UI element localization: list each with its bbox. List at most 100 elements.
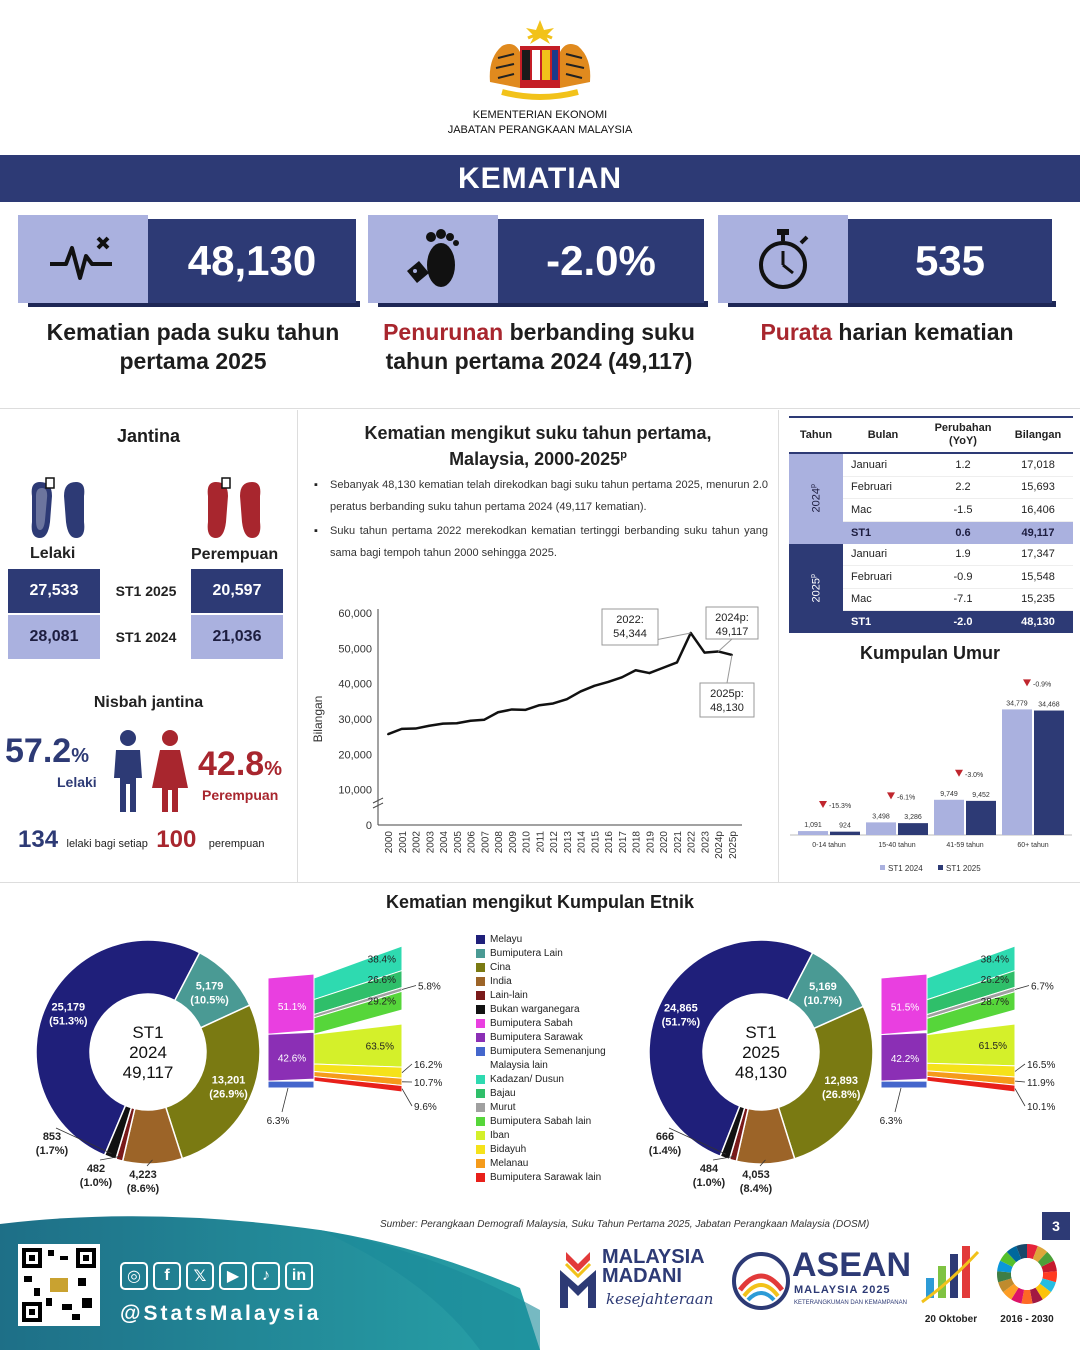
gender-title: Jantina <box>116 426 181 446</box>
data-point <box>387 733 389 736</box>
callout-leader <box>726 654 733 684</box>
y-tick-label: 20,000 <box>338 749 372 761</box>
data-point <box>579 690 582 693</box>
slice-value-label: 484 <box>700 1163 719 1175</box>
slice-leader <box>99 1155 121 1161</box>
social-icons: ◎ f 𝕏 ▶ ♪ in <box>120 1262 313 1290</box>
linkedin-icon[interactable]: in <box>285 1262 313 1290</box>
year-sup: p <box>809 574 817 578</box>
y-tick-label: 60,000 <box>338 608 372 620</box>
month-cell: Februari <box>851 481 892 494</box>
ministry-line-1: KEMENTERIAN EKONOMI <box>472 109 608 121</box>
data-point <box>703 651 706 654</box>
page-title: KEMATIAN <box>0 155 1080 202</box>
ethnic-legend: Melayu Bumiputera Lain Cina India Lain-lain B… <box>476 933 616 1185</box>
legend-swatch <box>476 1075 485 1084</box>
x-tick-label: 2001 <box>398 831 409 854</box>
male-female-figures-icon <box>108 728 192 819</box>
legend-item: Murut <box>476 1101 616 1115</box>
legend-label: Bumiputera Sarawak lain <box>490 1172 602 1183</box>
callout-label: 2025p: <box>710 688 744 700</box>
kpi-desc-daily-text: harian kematian <box>838 319 1014 345</box>
sub-slice-label: 9.6% <box>414 1102 437 1113</box>
col-header-change: Perubahan (YoY) <box>934 422 992 447</box>
asean-line-3: KETERANGKUMAN DAN KEMAMPANAN <box>794 1300 907 1306</box>
table-row: Mac -1.5 16,406 <box>843 499 1073 522</box>
table-group: 2025p Januari 1.9 17,347 Februari -0.9 1… <box>789 543 1073 633</box>
legend-label: Kadazan/ Dusun <box>490 1074 564 1085</box>
count-cell: 48,130 <box>1021 616 1055 628</box>
slice-leader <box>712 1156 734 1161</box>
table-body: 2024p Januari 1.2 17,018 Februari 2.2 15… <box>789 454 1073 633</box>
instagram-icon[interactable]: ◎ <box>120 1262 148 1290</box>
youtube-icon[interactable]: ▶ <box>219 1262 247 1290</box>
down-arrow-icon <box>819 801 827 809</box>
x-icon[interactable]: 𝕏 <box>186 1262 214 1290</box>
slice-pct-label: (10.7%) <box>804 995 843 1007</box>
month-cell: ST1 <box>851 526 872 539</box>
donut-slice <box>719 1105 746 1161</box>
ratio-title: Nisbah jantina <box>93 694 204 711</box>
legend-label: Lain-lain <box>490 990 528 1001</box>
coat-of-arms-logo <box>484 18 596 104</box>
kpi-desc-daily-highlight: Purata <box>760 319 833 345</box>
callout-label: 2022: <box>616 614 644 626</box>
slice-leader <box>759 1159 766 1167</box>
bullet-text: Suku tahun pertama 2022 merekodkan kemat… <box>330 525 768 559</box>
sdg-segment <box>1035 1283 1051 1300</box>
sub-slice-leader <box>401 985 417 990</box>
ratio-statement: 134 lelaki bagi setiap 100 perempuan <box>18 826 264 854</box>
legend-item: Bumiputera Lain <box>476 947 616 961</box>
ratio-female-word: perempuan <box>208 838 265 850</box>
slice-pct-label: (10.5%) <box>190 994 229 1006</box>
callout-value: 48,130 <box>710 702 744 714</box>
legend-swatch <box>476 1005 485 1014</box>
legend-swatch <box>476 1173 485 1182</box>
social-handle[interactable]: @StatsMalaysia <box>120 1302 322 1325</box>
sdg-years: 2016 - 2030 <box>1000 1314 1054 1325</box>
sdg-segment <box>1032 1246 1048 1263</box>
sdg-segment <box>1027 1244 1038 1260</box>
female-pct-value: 42.8 <box>198 745 265 783</box>
x-tick-label: 2009 <box>508 831 519 854</box>
table-row: Januari 1.2 17,018 <box>843 454 1073 477</box>
period-label-2024: ST1 2024 <box>115 629 177 645</box>
madani-line-2: MADANI <box>602 1265 682 1287</box>
asean-line-2: MALAYSIA 2025 <box>794 1284 891 1296</box>
data-point <box>565 698 568 701</box>
legend-label: Cina <box>490 962 511 973</box>
source-note: Sumber: Perangkaan Demografi Malaysia, S… <box>380 1219 870 1230</box>
kpi-value-change: -2.0% <box>498 219 704 303</box>
ratio-text: lelaki bagi setiap <box>66 838 148 850</box>
kpi-value-total: 48,130 <box>148 219 356 303</box>
slice-pct-label: (26.8%) <box>822 1089 861 1101</box>
change-cell: 1.2 <box>955 458 971 471</box>
legend-swatch <box>476 1047 485 1056</box>
legend-item: Bumiputera Sarawak <box>476 1031 616 1045</box>
x-tick-label: 2018 <box>632 831 643 854</box>
legend-swatch <box>476 1131 485 1140</box>
facebook-icon[interactable]: f <box>153 1262 181 1290</box>
bar-value-label: 34,779 <box>1006 700 1028 707</box>
year-label: 2025 <box>810 577 823 603</box>
legend-swatch <box>476 949 485 958</box>
ratio-male: 134 <box>18 826 59 853</box>
x-tick-label: 2020 <box>659 831 670 854</box>
x-tick-label: 2000 <box>384 831 395 854</box>
down-arrow-icon <box>887 792 895 800</box>
legend-swatch <box>476 963 485 972</box>
sub-slice-label: 29.2% <box>368 997 396 1008</box>
sub-slice-label: 38.4% <box>368 954 396 965</box>
legend-item: India <box>476 975 616 989</box>
category-label: 0-14 tahun <box>812 842 846 849</box>
tiktok-icon[interactable]: ♪ <box>252 1262 280 1290</box>
age-bar <box>898 823 928 835</box>
age-bar <box>830 831 860 835</box>
qr-code[interactable] <box>18 1244 100 1326</box>
sub-slice-label: 6.3% <box>880 1116 903 1127</box>
donut-center-year: 2024 <box>129 1043 167 1062</box>
x-tick-label: 2024p <box>714 831 725 859</box>
y-tick-label: 50,000 <box>338 643 372 655</box>
x-tick-label: 2016 <box>604 831 615 854</box>
